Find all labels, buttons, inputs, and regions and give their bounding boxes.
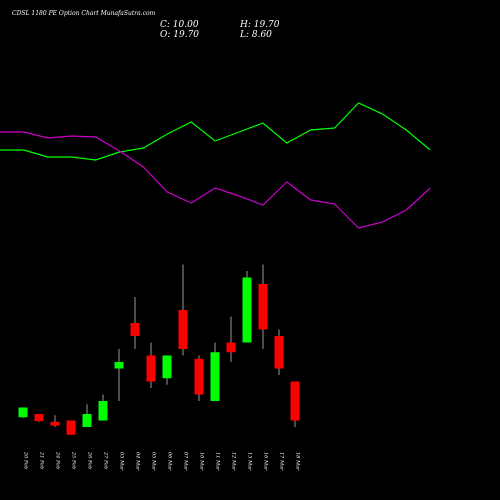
x-tick-label: 17 Mar	[279, 452, 285, 471]
x-tick-label: 07 Mar	[183, 452, 189, 471]
candle-down	[274, 336, 284, 369]
x-tick-label: 13 Mar	[247, 452, 253, 471]
x-tick-label: 10 Mar	[199, 452, 205, 471]
x-tick-label: 27 Feb	[103, 451, 109, 469]
candle-down	[130, 323, 140, 336]
candle-down	[178, 310, 188, 349]
low-value: L: 8.60	[239, 30, 272, 40]
candle-up	[98, 401, 108, 421]
candles	[18, 264, 300, 435]
x-tick-label: 03 Mar	[119, 452, 125, 471]
candle-down	[50, 421, 60, 426]
candle-down	[194, 358, 204, 395]
x-tick-labels: 20 Feb 21 Feb 24 Feb 25 Feb 26 Feb 27 Feb 03 M…	[23, 451, 301, 471]
x-tick-label: 26 Feb	[87, 451, 93, 469]
green-indicator-line	[0, 102, 431, 161]
candle-down	[146, 355, 156, 382]
high-value: H: 19.70	[239, 20, 280, 30]
candle-down	[34, 414, 44, 422]
candle-up	[210, 352, 220, 401]
x-tick-label: 21 Feb	[39, 451, 45, 469]
x-tick-label: 18 Mar	[295, 452, 301, 471]
close-value: C: 10.00	[160, 20, 199, 30]
candle-up	[114, 362, 124, 369]
chart-title: CDSL 1180 PE Option Chart MunafaSutra.co…	[12, 10, 156, 17]
candle-up	[162, 355, 172, 379]
candle-down	[290, 381, 300, 421]
candle-down	[66, 420, 76, 435]
candle-up	[82, 414, 92, 427]
x-tick-label: 24 Feb	[55, 451, 61, 469]
x-tick-label: 25 Feb	[71, 451, 77, 469]
x-tick-label: 12 Mar	[231, 452, 237, 471]
x-tick-label: 16 Mar	[263, 452, 269, 471]
indicator-lines	[0, 102, 431, 229]
candle-up	[18, 407, 28, 418]
candle-down	[226, 342, 236, 353]
x-tick-label: 11 Mar	[215, 452, 221, 471]
x-tick-label: 04 Mar	[135, 452, 141, 471]
candle-up	[242, 277, 252, 343]
x-tick-label: 20 Feb	[23, 451, 29, 469]
open-value: O: 19.70	[160, 30, 199, 40]
candle-down	[258, 284, 268, 330]
x-tick-label: 05 Mar	[151, 452, 157, 471]
x-tick-label: 06 Mar	[167, 452, 173, 471]
magenta-indicator-line	[0, 131, 431, 229]
